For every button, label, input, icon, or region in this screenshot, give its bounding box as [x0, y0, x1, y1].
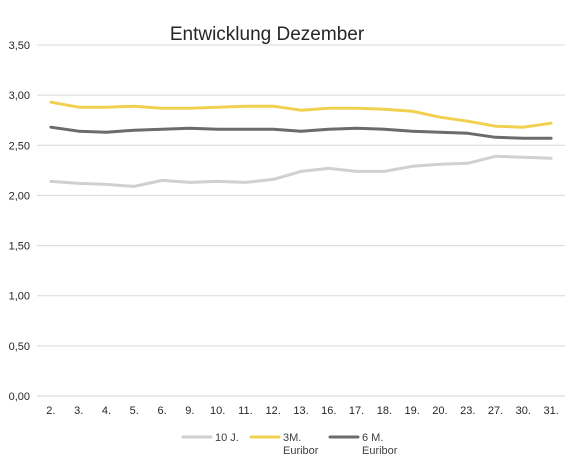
x-tick-label: 12.	[266, 405, 281, 417]
x-tick-label: 13.	[293, 405, 308, 417]
y-tick-label: 2,00	[9, 190, 30, 202]
series-line-2	[49, 125, 553, 140]
x-tick-label: 18.	[377, 405, 392, 417]
x-tick-label: 6.	[157, 405, 166, 417]
x-tick-label: 4.	[102, 405, 111, 417]
y-tick-label: 3,00	[9, 90, 30, 102]
x-tick-label: 31.	[543, 405, 558, 417]
legend-item: 10 J.	[181, 432, 239, 444]
y-tick-label: 3,50	[9, 40, 30, 52]
y-tick-label: 1,00	[9, 291, 30, 303]
legend-item: 6 M. Euribor	[328, 432, 398, 457]
y-axis-tick-labels: 0,00 0,50 1,00 1,50 2,00 2,50 3,00 3,50	[9, 40, 30, 403]
y-tick-label: 1,50	[9, 241, 30, 253]
x-tick-label: 2.	[46, 405, 55, 417]
legend-item: 3M. Euribor	[249, 432, 319, 457]
x-tick-label: 16.	[321, 405, 336, 417]
x-tick-label: 10.	[210, 405, 225, 417]
y-tick-label: 2,50	[9, 140, 30, 152]
legend-label: 6 M. Euribor	[362, 432, 398, 457]
grid-lines	[37, 44, 565, 397]
y-tick-label: 0,00	[9, 391, 30, 403]
x-axis-tick-labels: 2. 3. 4. 5. 6. 9. 10. 11. 12. 13. 16. 17. 18. 19. 20. 2…	[46, 405, 558, 417]
x-tick-label: 9.	[185, 405, 194, 417]
series-lines	[49, 100, 553, 188]
series-line-1	[49, 100, 553, 129]
legend: 10 J. 3M. Euribor 6 M. Euribor	[181, 432, 398, 457]
x-tick-label: 20.	[432, 405, 447, 417]
x-tick-label: 27.	[488, 405, 503, 417]
legend-label: 10 J.	[215, 432, 239, 444]
chart-title: Entwicklung Dezember	[170, 24, 365, 45]
x-tick-label: 19.	[405, 405, 420, 417]
y-tick-label: 0,50	[9, 341, 30, 353]
x-tick-label: 23.	[460, 405, 475, 417]
x-tick-label: 17.	[349, 405, 364, 417]
legend-label: 3M. Euribor	[283, 432, 319, 457]
x-tick-label: 5.	[130, 405, 139, 417]
x-tick-label: 30.	[516, 405, 531, 417]
x-tick-label: 3.	[74, 405, 83, 417]
series-line-0	[49, 154, 553, 188]
x-tick-label: 11.	[238, 405, 252, 417]
